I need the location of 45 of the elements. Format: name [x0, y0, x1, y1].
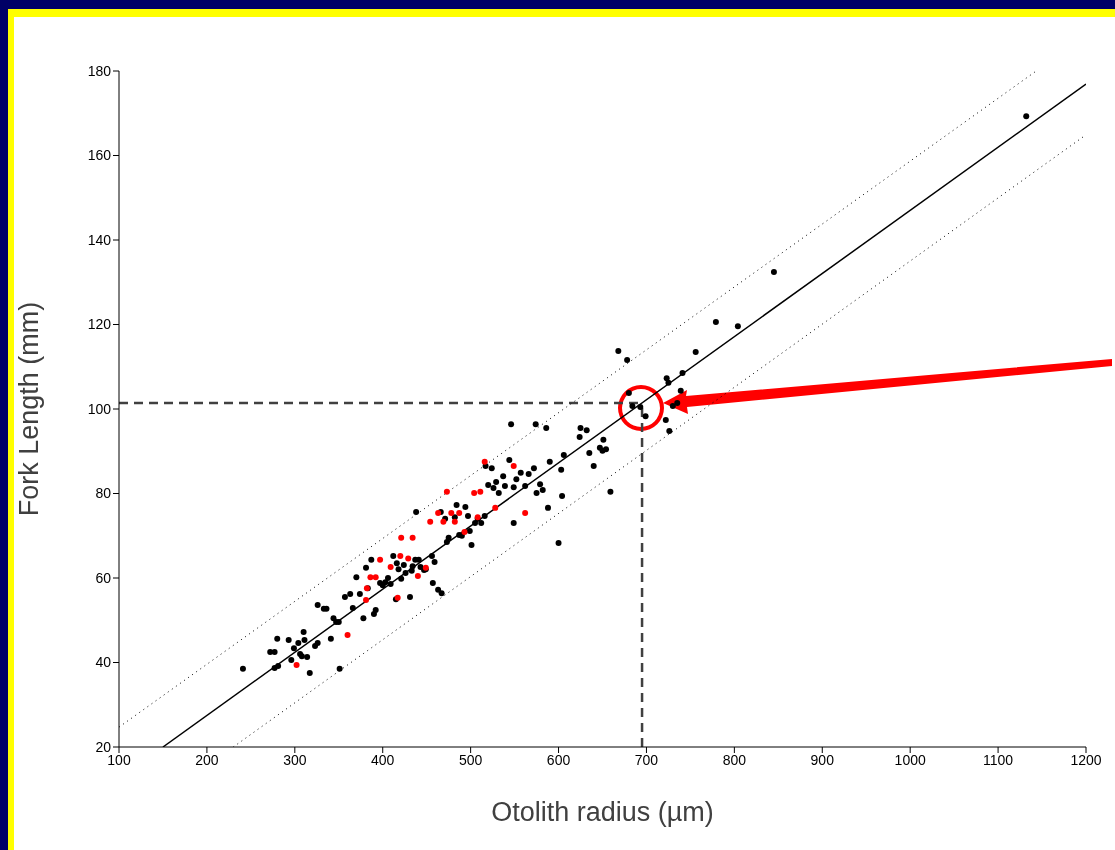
x-tick-label: 300 — [283, 751, 307, 768]
x-tick-label: 800 — [722, 751, 747, 768]
y-tick-label: 160 — [87, 147, 112, 164]
point — [510, 463, 517, 470]
point — [456, 509, 463, 516]
point — [372, 574, 379, 581]
x-tick-label: 700 — [634, 751, 659, 768]
point — [522, 509, 529, 516]
point — [461, 528, 468, 535]
y-axis-title: Fork Length (mm) — [13, 301, 44, 517]
x-tick-label: 500 — [458, 751, 483, 768]
x-axis-title: Otolith radius (µm) — [491, 797, 714, 827]
x-tick-label: 400 — [371, 751, 395, 768]
point — [427, 518, 434, 525]
point — [443, 488, 450, 495]
point — [451, 518, 458, 525]
x-tick-label: 600 — [546, 751, 571, 768]
x-tick-label: 200 — [195, 751, 219, 768]
point — [397, 553, 404, 560]
x-tick-label: 1000 — [894, 751, 926, 768]
y-tick-label: 120 — [87, 316, 112, 333]
point — [367, 574, 374, 581]
point — [387, 564, 394, 571]
x-tick-label: 1100 — [983, 751, 1014, 768]
y-tick-label: 100 — [87, 400, 112, 417]
point — [492, 504, 499, 511]
point — [409, 534, 416, 541]
y-tick-label: 40 — [95, 654, 112, 671]
point — [398, 534, 405, 541]
y-tick-label: 180 — [87, 62, 112, 79]
point — [414, 572, 421, 579]
point — [448, 509, 455, 516]
point — [471, 490, 478, 497]
point — [363, 596, 370, 603]
point — [293, 662, 300, 669]
x-tick-label: 1200 — [1070, 751, 1102, 768]
point — [477, 488, 484, 495]
y-tick-label: 60 — [95, 569, 112, 586]
y-tick-label: 140 — [87, 231, 112, 248]
point — [405, 555, 412, 562]
point — [377, 556, 384, 563]
point — [344, 632, 351, 639]
point — [481, 458, 488, 465]
x-tick-label: 900 — [810, 751, 835, 768]
y-tick-label: 80 — [95, 485, 112, 502]
